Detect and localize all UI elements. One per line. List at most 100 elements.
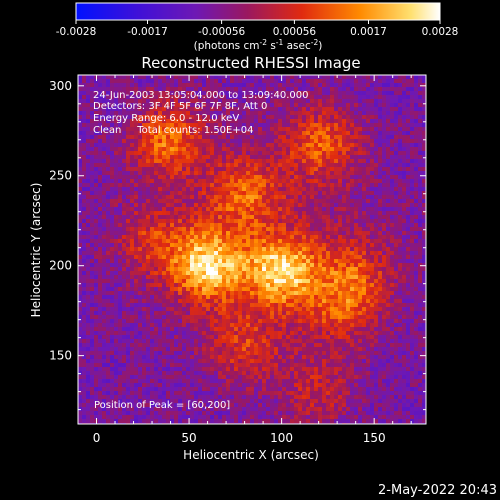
heatmap-cell: [418, 83, 422, 87]
heatmap-cell: [182, 227, 186, 231]
heatmap-cell: [326, 259, 330, 263]
heatmap-cell: [234, 223, 238, 227]
heatmap-cell: [210, 255, 214, 259]
heatmap-cell: [226, 295, 230, 299]
heatmap-cell: [142, 259, 146, 263]
heatmap-cell: [178, 287, 182, 291]
heatmap-cell: [194, 291, 198, 295]
heatmap-cell: [346, 123, 350, 127]
heatmap-cell: [154, 243, 158, 247]
heatmap-cell: [170, 107, 174, 111]
heatmap-cell: [78, 271, 82, 275]
heatmap-cell: [254, 243, 258, 247]
heatmap-cell: [270, 107, 274, 111]
heatmap-cell: [310, 171, 314, 175]
heatmap-cell: [374, 287, 378, 291]
heatmap-cell: [274, 259, 278, 263]
heatmap-cell: [114, 259, 118, 263]
heatmap-cell: [310, 79, 314, 83]
heatmap-cell: [286, 299, 290, 303]
heatmap-cell: [286, 87, 290, 91]
heatmap-cell: [318, 263, 322, 267]
heatmap-cell: [142, 95, 146, 99]
heatmap-cell: [198, 119, 202, 123]
heatmap-cell: [242, 279, 246, 283]
heatmap-cell: [326, 163, 330, 167]
heatmap-cell: [306, 227, 310, 231]
heatmap-cell: [222, 175, 226, 179]
heatmap-cell: [134, 219, 138, 223]
heatmap-cell: [338, 255, 342, 259]
heatmap-cell: [250, 91, 254, 95]
heatmap-cell: [346, 127, 350, 131]
heatmap-cell: [346, 211, 350, 215]
colorbar-tick-label: -0.0017: [127, 26, 168, 38]
heatmap-cell: [322, 151, 326, 155]
heatmap-cell: [386, 231, 390, 235]
heatmap-cell: [338, 95, 342, 99]
heatmap-cell: [402, 219, 406, 223]
heatmap-cell: [182, 83, 186, 87]
heatmap-cell: [266, 147, 270, 151]
heatmap-cell: [122, 119, 126, 123]
heatmap-cell: [254, 295, 258, 299]
heatmap-cell: [254, 279, 258, 283]
heatmap-cell: [230, 107, 234, 111]
heatmap-cell: [158, 179, 162, 183]
heatmap-cell: [174, 255, 178, 259]
heatmap-cell: [178, 75, 182, 79]
heatmap-cell: [394, 167, 398, 171]
heatmap-cell: [338, 123, 342, 127]
heatmap-cell: [302, 271, 306, 275]
heatmap-cell: [394, 191, 398, 195]
heatmap-cell: [250, 139, 254, 143]
heatmap-cell: [382, 99, 386, 103]
heatmap-cell: [86, 91, 90, 95]
heatmap-cell: [198, 227, 202, 231]
heatmap-cell: [370, 239, 374, 243]
heatmap-cell: [278, 131, 282, 135]
heatmap-cell: [158, 187, 162, 191]
heatmap-cell: [174, 155, 178, 159]
heatmap-cell: [146, 139, 150, 143]
heatmap-cell: [102, 195, 106, 199]
heatmap-cell: [198, 231, 202, 235]
heatmap-cell: [234, 91, 238, 95]
heatmap-cell: [242, 135, 246, 139]
heatmap-cell: [322, 299, 326, 303]
heatmap-cell: [158, 175, 162, 179]
heatmap-cell: [86, 99, 90, 103]
heatmap-cell: [350, 87, 354, 91]
heatmap-cell: [210, 99, 214, 103]
heatmap-cell: [78, 83, 82, 87]
heatmap-cell: [250, 211, 254, 215]
heatmap-cell: [206, 199, 210, 203]
heatmap-cell: [258, 171, 262, 175]
heatmap-cell: [286, 175, 290, 179]
heatmap-cell: [102, 119, 106, 123]
heatmap-cell: [118, 171, 122, 175]
heatmap-cell: [394, 215, 398, 219]
heatmap-cell: [254, 187, 258, 191]
heatmap-cell: [170, 195, 174, 199]
heatmap-cell: [398, 215, 402, 219]
heatmap-cell: [258, 243, 262, 247]
heatmap-cell: [170, 187, 174, 191]
heatmap-cell: [146, 171, 150, 175]
heatmap-cell: [102, 123, 106, 127]
heatmap-cell: [382, 275, 386, 279]
heatmap-cell: [302, 91, 306, 95]
heatmap-cell: [374, 299, 378, 303]
heatmap-cell: [258, 295, 262, 299]
heatmap-cell: [330, 259, 334, 263]
heatmap-cell: [350, 107, 354, 111]
heatmap-cell: [330, 247, 334, 251]
heatmap-cell: [182, 243, 186, 247]
heatmap-cell: [78, 255, 82, 259]
heatmap-cell: [390, 167, 394, 171]
heatmap-cell: [246, 271, 250, 275]
heatmap-cell: [114, 147, 118, 151]
heatmap-cell: [214, 211, 218, 215]
heatmap-cell: [94, 295, 98, 299]
heatmap-cell: [234, 299, 238, 303]
